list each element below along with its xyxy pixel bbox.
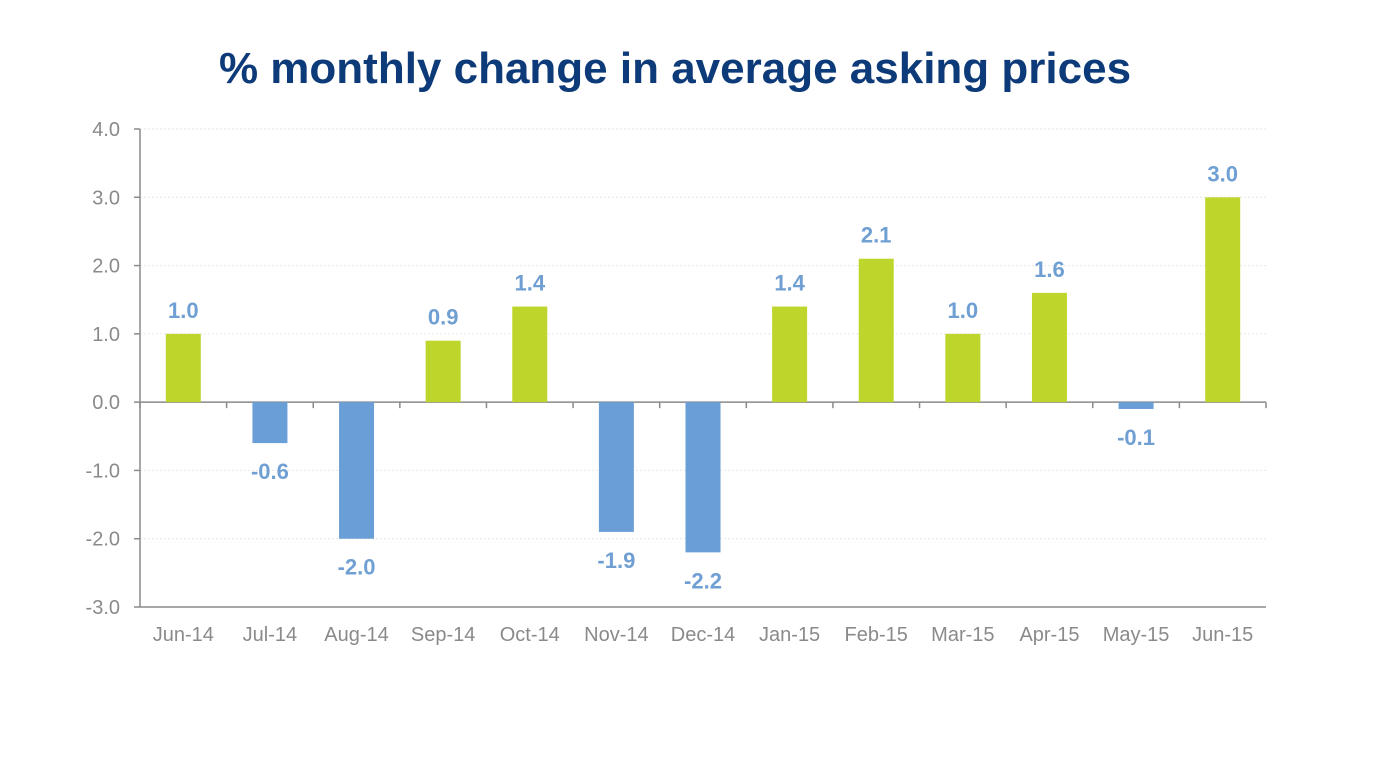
bar-jul-14: [252, 402, 288, 444]
y-tick-label: 0.0: [92, 392, 120, 414]
data-label: -2.0: [338, 555, 376, 580]
bar-oct-14: [512, 306, 548, 403]
bar-may-15: [1118, 402, 1154, 409]
y-tick-label: 4.0: [92, 119, 120, 141]
data-label: -2.2: [684, 568, 722, 593]
bar-nov-14: [598, 402, 634, 532]
bar-apr-15: [1031, 292, 1067, 403]
x-tick-label: Jul-14: [243, 624, 297, 646]
data-label: 1.6: [1034, 257, 1065, 282]
y-tick-label: 1.0: [92, 324, 120, 346]
data-label: -1.9: [597, 548, 635, 573]
bar-jun-14: [165, 333, 201, 403]
data-label: 1.4: [774, 271, 805, 296]
chart-title: % monthly change in average asking price…: [218, 44, 1132, 93]
tick-labels: 4.0 3.0 2.0 1.0 0.0 -1.0 -2.0 -3.0 Jun-14 Jul-14 A…: [86, 119, 1254, 646]
data-label: 0.9: [428, 305, 459, 330]
y-tick-label: -1.0: [86, 460, 120, 482]
x-tick-label: May-15: [1103, 624, 1170, 646]
x-tick-label: Nov-14: [584, 624, 648, 646]
x-tick-label: Jan-15: [759, 624, 820, 646]
x-tick-label: Jun-14: [153, 624, 214, 646]
x-tick-label: Mar-15: [931, 624, 994, 646]
data-label: 1.4: [514, 271, 545, 296]
bars: [165, 197, 1241, 553]
bar-mar-15: [945, 333, 981, 403]
x-tick-label: Oct-14: [500, 624, 560, 646]
data-label: 1.0: [948, 298, 979, 323]
y-tick-label: 3.0: [92, 187, 120, 209]
data-label: -0.6: [251, 459, 289, 484]
data-label: 1.0: [168, 298, 199, 323]
x-tick-label: Aug-14: [324, 624, 389, 646]
bar-aug-14: [339, 402, 375, 539]
data-label: 2.1: [861, 223, 892, 248]
x-tick-label: Apr-15: [1019, 624, 1079, 646]
data-label: -0.1: [1117, 425, 1155, 450]
bar-sep-14: [425, 340, 461, 403]
x-tick-label: Sep-14: [411, 624, 476, 646]
bar-jun-15: [1205, 197, 1241, 403]
bar-dec-14: [685, 402, 721, 553]
x-tick-label: Jun-15: [1192, 624, 1253, 646]
y-tick-label: 2.0: [92, 256, 120, 278]
data-labels: 1.0 -0.6 -2.0 0.9 1.4 -1.9 -2.2 1.4 2.1 1.0 1.6 -0.…: [168, 161, 1238, 593]
x-tick-label: Feb-15: [845, 624, 908, 646]
y-tick-label: -3.0: [86, 597, 120, 619]
y-tick-label: -2.0: [86, 529, 120, 551]
bar-jan-15: [772, 306, 808, 403]
x-tick-label: Dec-14: [671, 624, 735, 646]
bar-feb-15: [858, 258, 894, 403]
data-label: 3.0: [1207, 161, 1238, 186]
